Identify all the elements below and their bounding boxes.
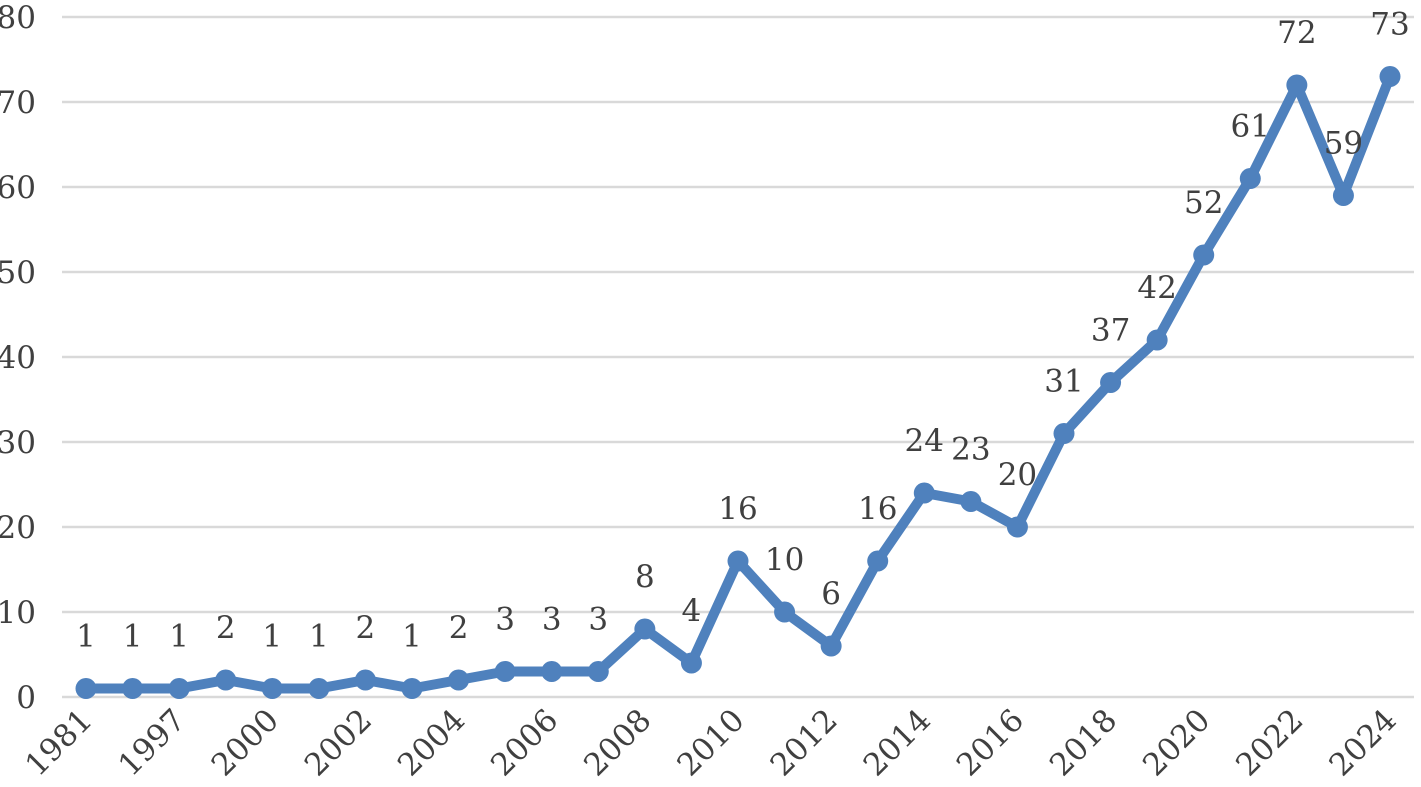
data-point (1379, 66, 1401, 87)
data-point (75, 678, 97, 699)
data-label: 1 (309, 619, 329, 655)
data-point (308, 678, 330, 699)
data-label: 23 (951, 432, 990, 468)
y-tick-label: 50 (0, 255, 36, 291)
data-point (494, 661, 516, 682)
x-tick-label: 1997 (112, 702, 193, 783)
data-point (401, 678, 423, 699)
y-tick-label: 20 (0, 510, 36, 546)
x-tick-label: 2020 (1136, 702, 1217, 783)
data-point (634, 618, 656, 640)
data-point (1053, 423, 1075, 444)
data-label: 1 (123, 619, 143, 655)
data-point (122, 678, 144, 699)
data-point (541, 661, 563, 682)
data-point (867, 550, 889, 572)
data-point (774, 601, 796, 623)
data-label: 3 (542, 602, 562, 638)
data-point (913, 482, 935, 504)
data-point (448, 669, 470, 691)
data-label: 1 (262, 619, 282, 655)
data-label: 2 (449, 610, 469, 646)
data-point (1193, 244, 1215, 266)
y-axis-tick-labels: 0 10 20 30 40 50 60 70 80 (0, 0, 36, 716)
data-label: 10 (765, 542, 804, 578)
data-point (587, 661, 609, 682)
data-point (680, 652, 702, 674)
data-point (1100, 372, 1122, 393)
y-tick-label: 10 (0, 595, 36, 631)
data-label: 3 (495, 602, 515, 638)
data-label: 61 (1231, 109, 1270, 145)
data-point (215, 669, 237, 691)
y-tick-label: 0 (16, 680, 36, 716)
data-point (1146, 329, 1168, 351)
data-point (1332, 185, 1354, 206)
x-tick-label: 2000 (205, 702, 286, 783)
x-tick-label: 2018 (1043, 702, 1124, 783)
x-tick-label: 2002 (298, 702, 379, 783)
y-tick-label: 30 (0, 425, 36, 461)
data-label: 1 (169, 619, 189, 655)
data-label: 73 (1370, 7, 1409, 43)
data-label: 42 (1137, 270, 1176, 306)
x-tick-label: 2006 (484, 702, 565, 783)
data-label: 31 (1044, 364, 1083, 400)
y-tick-label: 40 (0, 340, 36, 376)
data-label: 3 (588, 602, 608, 638)
data-label: 20 (998, 457, 1037, 493)
data-point (1006, 516, 1028, 538)
data-label: 24 (905, 423, 944, 459)
data-point (354, 669, 376, 691)
data-point (727, 550, 749, 572)
data-label: 2 (356, 610, 376, 646)
x-tick-label: 2012 (764, 702, 845, 783)
x-tick-label: 2010 (670, 702, 751, 783)
data-point (960, 491, 982, 512)
x-tick-label: 2024 (1322, 702, 1403, 783)
data-label: 1 (76, 619, 96, 655)
data-label: 72 (1277, 15, 1316, 51)
x-tick-label: 2014 (857, 702, 938, 783)
data-label: 59 (1324, 126, 1363, 162)
x-tick-label: 2016 (950, 702, 1031, 783)
grid-lines (62, 15, 1414, 699)
data-points (75, 66, 1401, 699)
data-label: 2 (216, 610, 236, 646)
series-line (81, 71, 1395, 694)
data-point (1239, 168, 1261, 189)
data-label: 4 (682, 593, 702, 629)
data-point (261, 678, 283, 699)
data-point (1286, 74, 1308, 96)
data-point (820, 635, 842, 657)
x-tick-label: 2004 (391, 702, 472, 783)
y-tick-label: 70 (0, 85, 36, 121)
data-point (168, 678, 190, 699)
y-tick-label: 80 (0, 0, 36, 36)
x-axis-tick-labels: 1981 1997 2000 2002 2004 2006 2008 2010 2012 2014… (18, 702, 1403, 783)
data-label: 8 (635, 559, 655, 595)
data-label: 16 (718, 491, 757, 527)
series-layer (81, 71, 1395, 694)
data-label: 1 (402, 619, 422, 655)
y-tick-label: 60 (0, 170, 36, 206)
data-label: 6 (821, 576, 841, 612)
x-tick-label: 2022 (1229, 702, 1310, 783)
x-tick-label: 2008 (577, 702, 658, 783)
data-label: 52 (1184, 185, 1223, 221)
data-label: 37 (1091, 313, 1130, 349)
data-label: 16 (858, 491, 897, 527)
